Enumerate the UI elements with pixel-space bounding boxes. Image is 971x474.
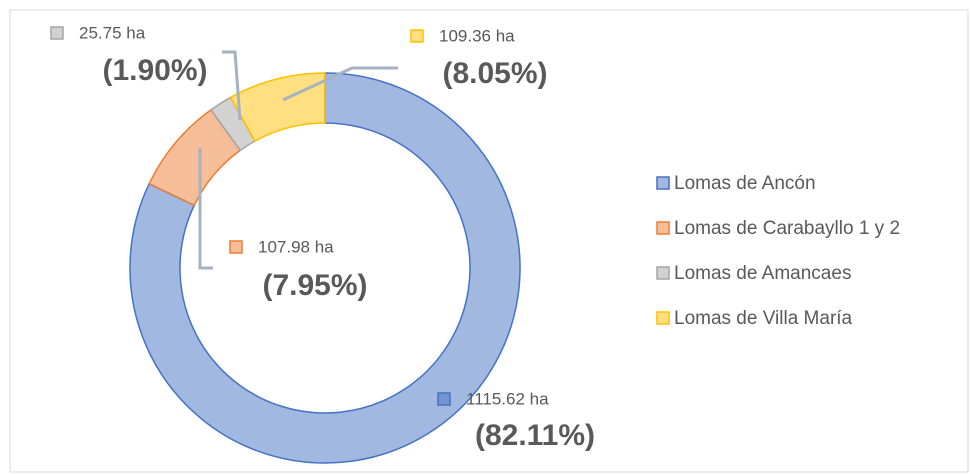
label-marker <box>229 240 243 254</box>
legend-label: Lomas de Amancaes <box>674 263 851 284</box>
legend-label: Lomas de Villa María <box>674 308 853 329</box>
leader-line <box>222 50 242 121</box>
legend-label: Lomas de Carabayllo 1 y 2 <box>674 218 900 239</box>
data-labels: 1115.62 ha (82.11%) 107.98 ha (7.95%) 25.75 … <box>50 23 595 452</box>
leader-line <box>282 66 398 102</box>
chart-border <box>9 9 969 473</box>
percent-label: (7.95%) <box>262 269 367 302</box>
percent-label: (1.90%) <box>102 54 207 87</box>
leader-lines <box>198 50 398 270</box>
label-marker <box>410 29 424 43</box>
percent-label: (82.11%) <box>475 419 595 452</box>
label-marker <box>50 26 64 40</box>
label-marker <box>437 392 451 406</box>
legend-swatch <box>656 266 670 280</box>
donut-slice <box>129 72 521 464</box>
legend: Lomas de Ancón Lomas de Carabayllo 1 y 2 L… <box>656 173 900 329</box>
value-label: 107.98 ha <box>258 237 334 256</box>
legend-swatch <box>656 221 670 235</box>
leader-line <box>198 148 213 270</box>
legend-label: Lomas de Ancón <box>674 173 816 194</box>
value-label: 109.36 ha <box>439 26 515 45</box>
value-label: 1115.62 ha <box>466 389 549 408</box>
percent-label: (8.05%) <box>442 57 547 90</box>
legend-swatch <box>656 176 670 190</box>
value-label: 25.75 ha <box>79 23 146 42</box>
legend-swatch <box>656 311 670 325</box>
